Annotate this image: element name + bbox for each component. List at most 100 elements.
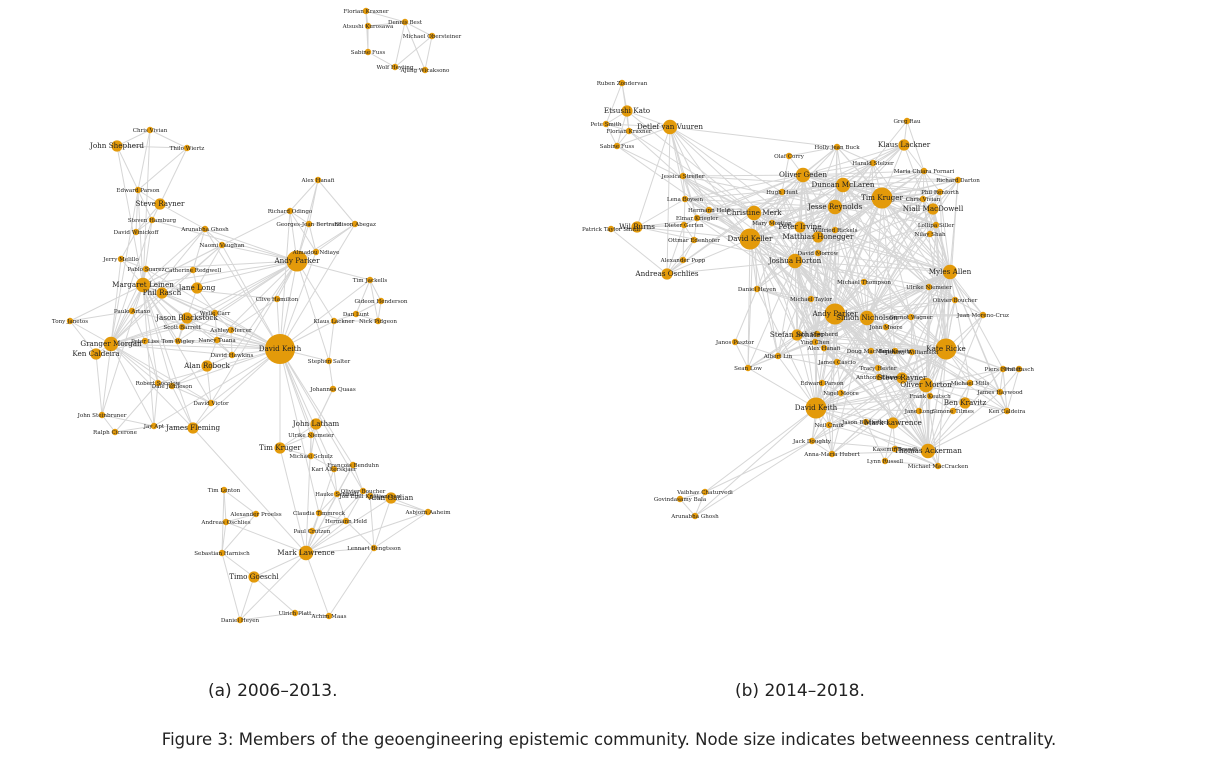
node-label: Dennis Best [388,20,423,26]
edge-b [828,424,833,455]
edge-b [836,361,842,394]
node-b [936,188,944,196]
edge-b [885,316,912,328]
caption-label: Figure 3: [161,730,234,749]
node-b [951,296,959,304]
node-b [920,443,936,459]
edge-a [328,547,375,617]
node-label: Stefan Schafer [770,330,825,339]
node-b [881,457,889,465]
node-label: Olivier Boucher [933,298,978,304]
edge-a [114,425,155,433]
edge-b [866,317,1008,412]
node-a [310,418,322,430]
edge-b [906,120,925,172]
node-label: Andreas Oschlies [634,269,698,278]
edge-a [171,385,194,429]
edge-b [802,174,836,315]
edge-b [831,317,868,455]
node-label: Chris Vivian [133,128,168,134]
edge-a [355,313,379,322]
edge-b [771,222,868,319]
node-b [919,195,927,203]
edge-a [424,35,433,71]
edge-a [131,310,281,350]
node-label: Alan Robock [183,361,230,370]
node-label: Michael MacCracken [908,464,969,470]
edge-b [815,407,939,467]
edge-b [927,410,1008,452]
edge-b [734,288,758,343]
edge-b [929,395,954,412]
edge-b [666,224,685,275]
node-label: Janos Pasztor [715,340,754,346]
node-label: Olaf Corry [774,154,805,160]
node-label: Tim Kruger [259,443,301,452]
node-a [286,250,308,272]
edge-b [605,123,618,147]
node-b [862,418,870,426]
node-b [915,407,923,415]
node-label: Peter Irvine [778,222,821,231]
node-label: Achim Maas [311,614,347,620]
node-b [934,462,942,470]
edge-b [811,313,836,442]
edge-b [1002,368,1008,412]
node-b [794,221,806,233]
edge-b [935,224,947,350]
edge-b [881,197,951,273]
node-label: James Cascio [817,360,856,366]
edge-b [881,197,912,318]
edge-a [231,260,298,356]
edge-a [296,223,356,262]
node-a [325,612,333,620]
edge-b [927,395,931,452]
node-a [135,277,151,293]
edge-b [626,110,755,214]
node-label: Duncan McLaren [811,180,874,189]
edge-a [318,493,338,514]
node-label: Greg Rau [893,119,920,125]
node-label: John Moore [868,325,903,331]
edge-b [694,491,706,517]
edge-a [377,300,382,322]
node-label: Ottmar Edenhofer [668,238,720,244]
node-a [325,357,333,365]
edge-b [610,224,685,230]
node-label: Doug MacMartin [847,349,896,355]
edge-b [666,238,751,275]
edge-a [161,269,194,294]
node-label: Phil Rasch [143,288,182,297]
edge-a [345,490,364,522]
edge-b [828,348,947,426]
subcaption-b: (b) 2014–2018. [735,681,865,701]
node-b [954,176,962,184]
edge-b [684,198,698,219]
edge-b [794,184,844,262]
edge-a [305,552,330,617]
node-b [860,278,868,286]
node-label: Maria Chiara Fornari [894,169,955,175]
node-b [926,230,934,238]
edge-a [142,284,155,427]
node-b [753,285,761,293]
edge-b [816,271,951,335]
node-label: Jesse Reynolds [807,202,863,211]
edge-a [239,612,296,621]
node-b [979,311,987,319]
edge-a [181,260,298,328]
node-label: Michael Mills [951,381,990,387]
node-label: John Latham [292,419,340,428]
node-label: David Keith [795,403,838,412]
edge-a [171,348,281,387]
edge-b [834,313,931,397]
edge-b [694,440,813,517]
node-b [787,253,803,269]
node-label: Ajung Wicaksono [400,68,450,74]
edge-a [101,284,144,416]
node-b [949,407,957,415]
edge-b [815,407,894,424]
node-a [308,527,316,535]
node-label: Jane Long [904,409,934,415]
edge-b [811,384,927,442]
